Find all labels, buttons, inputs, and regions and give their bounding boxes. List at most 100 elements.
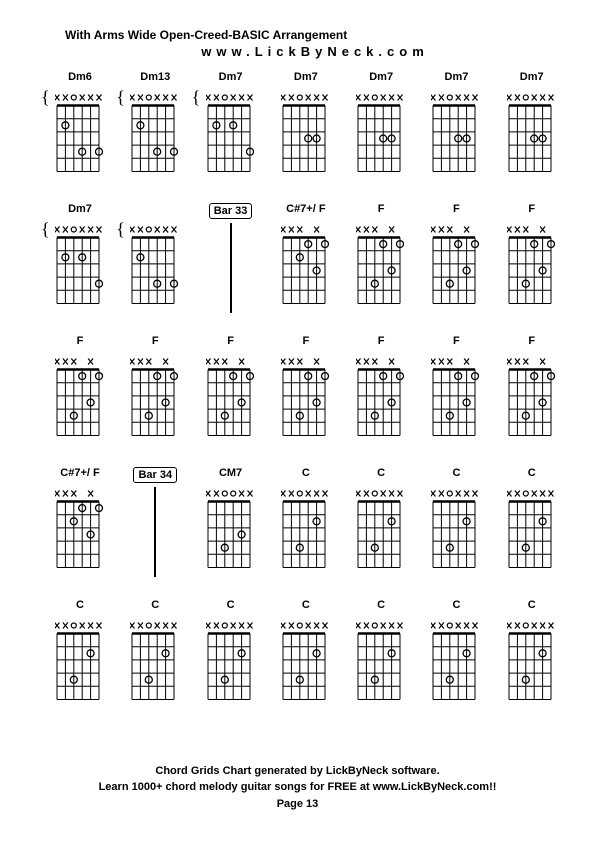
brace-icon: { — [41, 219, 50, 240]
chord-cell: Bar 33 — [199, 201, 263, 321]
fretboard-diagram — [356, 617, 406, 712]
chord-cell: F — [199, 333, 263, 453]
chord-name: C — [48, 597, 112, 613]
bar-label: Bar 34 — [123, 465, 187, 481]
brace-icon: { — [192, 87, 201, 108]
fretboard-diagram — [281, 617, 331, 712]
fretboard-diagram — [281, 485, 331, 580]
chord-cell: {Dm7 — [48, 201, 112, 321]
chord-name: Dm6 — [48, 69, 112, 85]
chord-cell: C — [349, 465, 413, 585]
footer-line-1: Chord Grids Chart generated by LickByNec… — [0, 763, 595, 780]
chord-cell: C — [48, 597, 112, 717]
chord-name: F — [349, 333, 413, 349]
chord-cell: { — [123, 201, 187, 321]
chord-name: F — [48, 333, 112, 349]
chord-name: C#7+/ F — [48, 465, 112, 481]
chord-cell: C — [349, 597, 413, 717]
fretboard-diagram — [206, 485, 256, 580]
fretboard-diagram — [356, 353, 406, 448]
chord-cell: {Dm13 — [123, 69, 187, 189]
chord-cell: F — [349, 201, 413, 321]
fretboard-diagram — [55, 353, 105, 448]
fretboard-diagram — [130, 617, 180, 712]
chord-name: C — [500, 597, 564, 613]
chord-cell: Dm7 — [424, 69, 488, 189]
chord-cell: CM7 — [199, 465, 263, 585]
fretboard-diagram — [55, 485, 105, 580]
chord-name: C — [424, 465, 488, 481]
chord-cell: F — [123, 333, 187, 453]
chord-name: C — [274, 597, 338, 613]
chord-cell: C — [274, 465, 338, 585]
chord-cell: Dm7 — [274, 69, 338, 189]
header: With Arms Wide Open-Creed-BASIC Arrangem… — [0, 0, 595, 59]
fretboard-diagram — [431, 353, 481, 448]
chord-name: Dm13 — [123, 69, 187, 85]
chord-cell: F — [500, 201, 564, 321]
fretboard-diagram — [130, 353, 180, 448]
chord-cell: F — [424, 333, 488, 453]
fretboard-diagram — [507, 221, 557, 316]
fretboard-diagram — [356, 221, 406, 316]
fretboard-diagram — [55, 89, 105, 184]
chord-cell: Dm7 — [349, 69, 413, 189]
chord-grid: {Dm6{Dm13{Dm7Dm7Dm7Dm7Dm7{Dm7{Bar 33C#7+… — [0, 59, 595, 717]
footer: Chord Grids Chart generated by LickByNec… — [0, 763, 595, 813]
fretboard-diagram — [507, 353, 557, 448]
song-title: With Arms Wide Open-Creed-BASIC Arrangem… — [65, 28, 595, 42]
chord-name: Dm7 — [199, 69, 263, 85]
website-url: www.LickByNeck.com — [65, 44, 595, 59]
chord-cell: C — [199, 597, 263, 717]
chord-cell: F — [48, 333, 112, 453]
fretboard-diagram — [206, 353, 256, 448]
chord-cell: {Dm6 — [48, 69, 112, 189]
chord-name: Dm7 — [349, 69, 413, 85]
chord-cell: C#7+/ F — [274, 201, 338, 321]
fretboard-diagram — [130, 221, 180, 316]
chord-name: F — [123, 333, 187, 349]
chord-cell: C — [424, 465, 488, 585]
chord-cell: F — [500, 333, 564, 453]
chord-cell: C — [274, 597, 338, 717]
fretboard-diagram — [206, 89, 256, 184]
brace-icon: { — [116, 219, 125, 240]
chord-cell: F — [424, 201, 488, 321]
fretboard-diagram — [281, 221, 331, 316]
chord-cell: C — [123, 597, 187, 717]
chord-name: C — [274, 465, 338, 481]
chord-cell: F — [349, 333, 413, 453]
fretboard-diagram — [431, 485, 481, 580]
chord-name: F — [424, 201, 488, 217]
chord-cell: C#7+/ F — [48, 465, 112, 585]
chord-cell: F — [274, 333, 338, 453]
chord-name: C — [123, 597, 187, 613]
chord-cell: {Dm7 — [199, 69, 263, 189]
chord-name: F — [424, 333, 488, 349]
chord-name: C — [199, 597, 263, 613]
chord-cell: C — [500, 597, 564, 717]
fretboard-diagram — [55, 221, 105, 316]
fretboard-diagram — [431, 617, 481, 712]
fretboard-diagram — [55, 617, 105, 712]
fretboard-diagram — [431, 89, 481, 184]
fretboard-diagram — [356, 89, 406, 184]
fretboard-diagram — [507, 89, 557, 184]
chord-name: Dm7 — [48, 201, 112, 217]
bar-label: Bar 33 — [199, 201, 263, 217]
chord-name: C#7+/ F — [274, 201, 338, 217]
fretboard-diagram — [206, 617, 256, 712]
chord-name: CM7 — [199, 465, 263, 481]
fretboard-diagram — [130, 89, 180, 184]
chord-name: C — [349, 465, 413, 481]
fretboard-diagram — [507, 485, 557, 580]
chord-name: C — [349, 597, 413, 613]
chord-name: F — [349, 201, 413, 217]
fretboard-diagram — [281, 89, 331, 184]
chord-name: F — [274, 333, 338, 349]
footer-line-2: Learn 1000+ chord melody guitar songs fo… — [0, 779, 595, 796]
bar-divider — [230, 223, 232, 313]
brace-icon: { — [41, 87, 50, 108]
chord-name: Dm7 — [424, 69, 488, 85]
chord-cell: Bar 34 — [123, 465, 187, 585]
